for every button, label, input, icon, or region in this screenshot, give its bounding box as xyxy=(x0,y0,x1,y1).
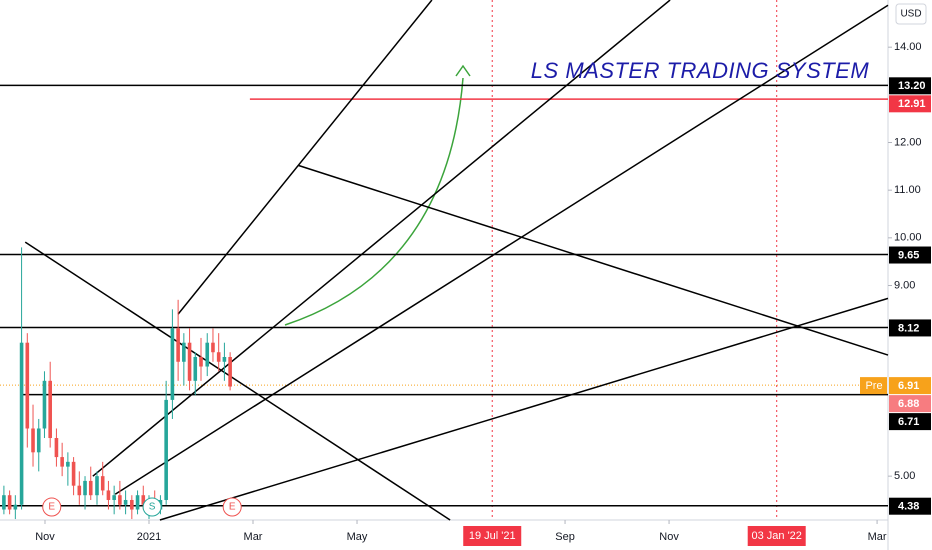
candle-body xyxy=(211,342,215,353)
price-label-box xyxy=(889,95,931,113)
currency-box[interactable] xyxy=(895,3,927,25)
x-tick-label: May xyxy=(347,531,368,543)
currency-label: USD xyxy=(900,9,921,20)
date-marker-label: 19 Jul '21 xyxy=(469,530,516,542)
candle-body xyxy=(60,457,64,467)
candle-body xyxy=(42,380,47,429)
candle-body xyxy=(66,461,70,467)
trendline xyxy=(24,241,451,521)
candle-body xyxy=(193,356,198,381)
x-tick-label: Sep xyxy=(555,531,575,543)
candle-body xyxy=(83,480,87,496)
candle-body xyxy=(130,499,134,510)
price-label: 6.88 xyxy=(898,398,919,410)
candle-body xyxy=(71,461,76,486)
x-tick-label: Mar xyxy=(868,531,887,543)
price-label: 12.91 xyxy=(898,98,926,110)
candle-body xyxy=(88,480,93,496)
price-label-box xyxy=(889,246,931,264)
candle-body xyxy=(7,495,12,510)
candle-body xyxy=(187,342,192,381)
candle-body xyxy=(164,399,168,500)
candle-body xyxy=(25,342,30,429)
candle-body xyxy=(13,504,18,510)
price-label: 13.20 xyxy=(898,80,926,92)
x-tick-label: Nov xyxy=(35,531,55,543)
price-label-box xyxy=(889,319,931,337)
trendline xyxy=(159,297,889,521)
candle-body xyxy=(222,356,227,362)
candle-body xyxy=(95,476,99,496)
y-tick-label: 11.00 xyxy=(894,184,921,196)
candle-body xyxy=(106,490,111,500)
trendline xyxy=(177,0,433,315)
y-tick-label: 9.00 xyxy=(894,279,915,291)
candle-body xyxy=(31,428,35,453)
date-marker-label: 03 Jan '22 xyxy=(751,530,801,542)
candle-body xyxy=(216,352,221,362)
candle-body xyxy=(112,495,116,500)
price-label: 6.91 xyxy=(898,380,919,392)
price-label-box xyxy=(889,497,931,515)
event-marker xyxy=(222,497,242,517)
event-marker xyxy=(42,497,62,517)
candle-body xyxy=(141,495,146,505)
chart-title: LS MASTER TRADING SYSTEM xyxy=(531,58,870,83)
candle-body xyxy=(176,328,180,362)
date-marker-box xyxy=(463,526,522,546)
price-label: 8.12 xyxy=(898,322,919,334)
arrow-curve xyxy=(284,77,464,326)
price-label: 9.65 xyxy=(898,249,919,261)
candle-body xyxy=(100,476,105,491)
candle-body xyxy=(123,499,128,505)
candle-body xyxy=(228,356,232,387)
candle-body xyxy=(48,380,52,439)
y-tick-label: 5.00 xyxy=(894,470,915,482)
price-label-box xyxy=(889,395,931,413)
candle-body xyxy=(199,356,203,367)
price-label-box xyxy=(889,77,931,95)
x-tick-label: Nov xyxy=(659,531,679,543)
candle-body xyxy=(135,495,140,510)
candle-body xyxy=(205,342,210,367)
trendline xyxy=(114,4,889,495)
date-marker-box xyxy=(747,526,806,546)
event-marker xyxy=(142,497,162,517)
arrow-head xyxy=(455,64,471,77)
trendline xyxy=(92,0,671,477)
candle-body xyxy=(77,485,82,496)
event-label: S xyxy=(149,502,156,513)
y-tick-label: 14.00 xyxy=(894,41,922,53)
x-tick-label: Mar xyxy=(244,531,263,543)
candle-body xyxy=(2,495,6,510)
candle-body xyxy=(54,438,59,458)
price-label: 6.71 xyxy=(898,416,919,428)
price-label-box xyxy=(889,377,931,395)
premarket-tag: Pre xyxy=(865,380,882,392)
event-label: E xyxy=(48,502,55,513)
event-label: E xyxy=(229,502,236,513)
candle-body xyxy=(19,342,24,505)
premarket-tag-box xyxy=(860,377,887,395)
candle-body xyxy=(118,495,122,505)
price-label-box xyxy=(889,413,931,431)
y-tick-label: 12.00 xyxy=(894,136,922,148)
price-label: 4.38 xyxy=(898,501,919,513)
trendline xyxy=(298,164,889,356)
candle-body xyxy=(170,328,175,400)
y-tick-label: 10.00 xyxy=(894,232,922,244)
candle-body xyxy=(36,428,41,453)
x-tick-label: 2021 xyxy=(137,531,161,543)
candle-body xyxy=(182,342,186,362)
